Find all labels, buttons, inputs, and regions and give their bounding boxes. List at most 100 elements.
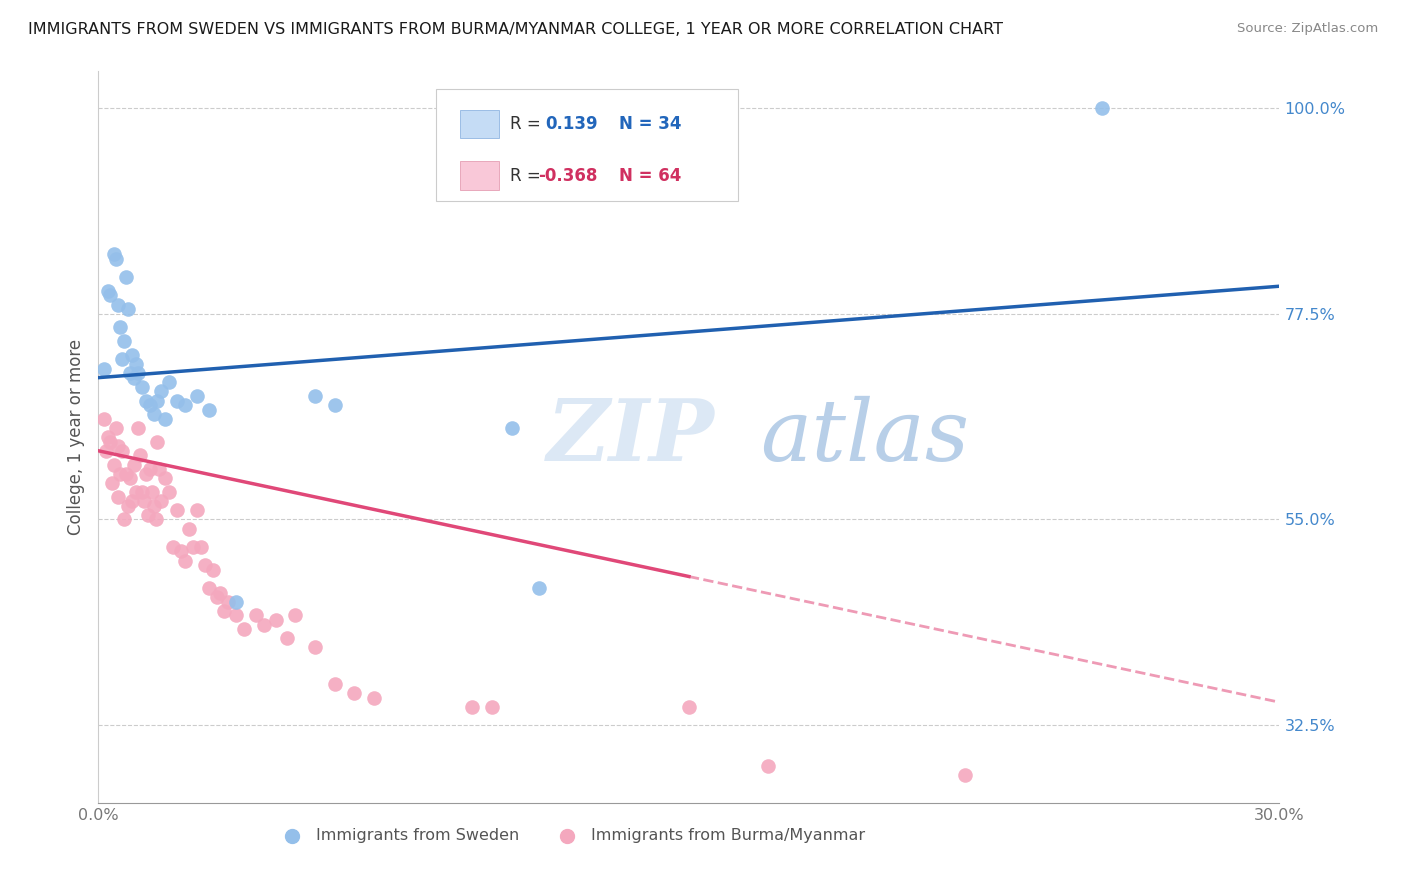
Point	[127, 421, 149, 435]
Text: N = 64: N = 64	[619, 167, 681, 185]
Point	[214, 604, 236, 618]
Point	[174, 398, 197, 412]
Point	[111, 443, 134, 458]
Point	[304, 389, 326, 403]
Point	[125, 357, 148, 371]
Point	[112, 334, 135, 348]
Point	[122, 458, 145, 472]
Text: -0.368: -0.368	[538, 167, 598, 185]
Point	[128, 449, 150, 463]
Point	[135, 467, 157, 481]
Point	[245, 608, 267, 623]
Point	[146, 393, 169, 408]
Point	[343, 686, 366, 700]
Legend: Immigrants from Sweden, Immigrants from Burma/Myanmar: Immigrants from Sweden, Immigrants from …	[270, 822, 872, 850]
Point	[181, 540, 204, 554]
Point	[103, 247, 125, 261]
Point	[276, 632, 298, 646]
Point	[264, 613, 287, 627]
Point	[97, 284, 120, 298]
Text: ZIP: ZIP	[547, 395, 716, 479]
Point	[118, 471, 141, 485]
Point	[105, 421, 128, 435]
Point	[115, 270, 138, 285]
Point	[205, 590, 228, 604]
Point	[529, 581, 551, 595]
Point	[461, 699, 484, 714]
Point	[157, 376, 180, 390]
Point	[131, 485, 153, 500]
Text: 0.139: 0.139	[546, 115, 598, 133]
Point	[194, 558, 217, 573]
Point	[96, 443, 118, 458]
Point	[97, 430, 120, 444]
Y-axis label: College, 1 year or more: College, 1 year or more	[66, 339, 84, 535]
Point	[1091, 101, 1114, 115]
Point	[186, 389, 208, 403]
Point	[141, 485, 163, 500]
Point	[121, 348, 143, 362]
Point	[186, 503, 208, 517]
Point	[197, 402, 219, 417]
Point	[101, 475, 124, 490]
Point	[253, 617, 276, 632]
Point	[501, 421, 523, 435]
Point	[107, 490, 129, 504]
Point	[145, 512, 167, 526]
Point	[481, 699, 503, 714]
Point	[105, 252, 128, 266]
Point	[323, 398, 346, 412]
Point	[93, 361, 115, 376]
Text: N = 34: N = 34	[619, 115, 681, 133]
Point	[117, 499, 139, 513]
Point	[146, 434, 169, 449]
Point	[98, 288, 121, 302]
Point	[162, 540, 184, 554]
Point	[111, 352, 134, 367]
Point	[233, 622, 256, 636]
Point	[108, 467, 131, 481]
Point	[157, 485, 180, 500]
Point	[225, 595, 247, 609]
Point	[150, 494, 173, 508]
Point	[107, 297, 129, 311]
Point	[117, 302, 139, 317]
Point	[138, 398, 160, 412]
Point	[112, 512, 135, 526]
Point	[201, 563, 224, 577]
Point	[678, 699, 700, 714]
Point	[125, 485, 148, 500]
Point	[225, 608, 247, 623]
Point	[93, 412, 115, 426]
Point	[155, 471, 177, 485]
Point	[132, 494, 155, 508]
Point	[107, 439, 129, 453]
Point	[108, 320, 131, 334]
Point	[115, 467, 138, 481]
Point	[756, 759, 779, 773]
Text: atlas: atlas	[759, 396, 969, 478]
Point	[118, 366, 141, 380]
Point	[363, 690, 385, 705]
Point	[197, 581, 219, 595]
Text: R =: R =	[510, 115, 551, 133]
Point	[304, 640, 326, 655]
Point	[174, 553, 197, 567]
Point	[121, 494, 143, 508]
Point	[150, 384, 173, 399]
Point	[122, 370, 145, 384]
Point	[953, 768, 976, 782]
Point	[155, 412, 177, 426]
Point	[209, 585, 232, 599]
Point	[142, 499, 165, 513]
Point	[131, 380, 153, 394]
Text: Source: ZipAtlas.com: Source: ZipAtlas.com	[1237, 22, 1378, 36]
Text: R =: R =	[510, 167, 547, 185]
Point	[127, 366, 149, 380]
Text: IMMIGRANTS FROM SWEDEN VS IMMIGRANTS FROM BURMA/MYANMAR COLLEGE, 1 YEAR OR MORE : IMMIGRANTS FROM SWEDEN VS IMMIGRANTS FRO…	[28, 22, 1002, 37]
Point	[103, 458, 125, 472]
Point	[148, 462, 170, 476]
Point	[135, 393, 157, 408]
Point	[323, 677, 346, 691]
Point	[138, 462, 160, 476]
